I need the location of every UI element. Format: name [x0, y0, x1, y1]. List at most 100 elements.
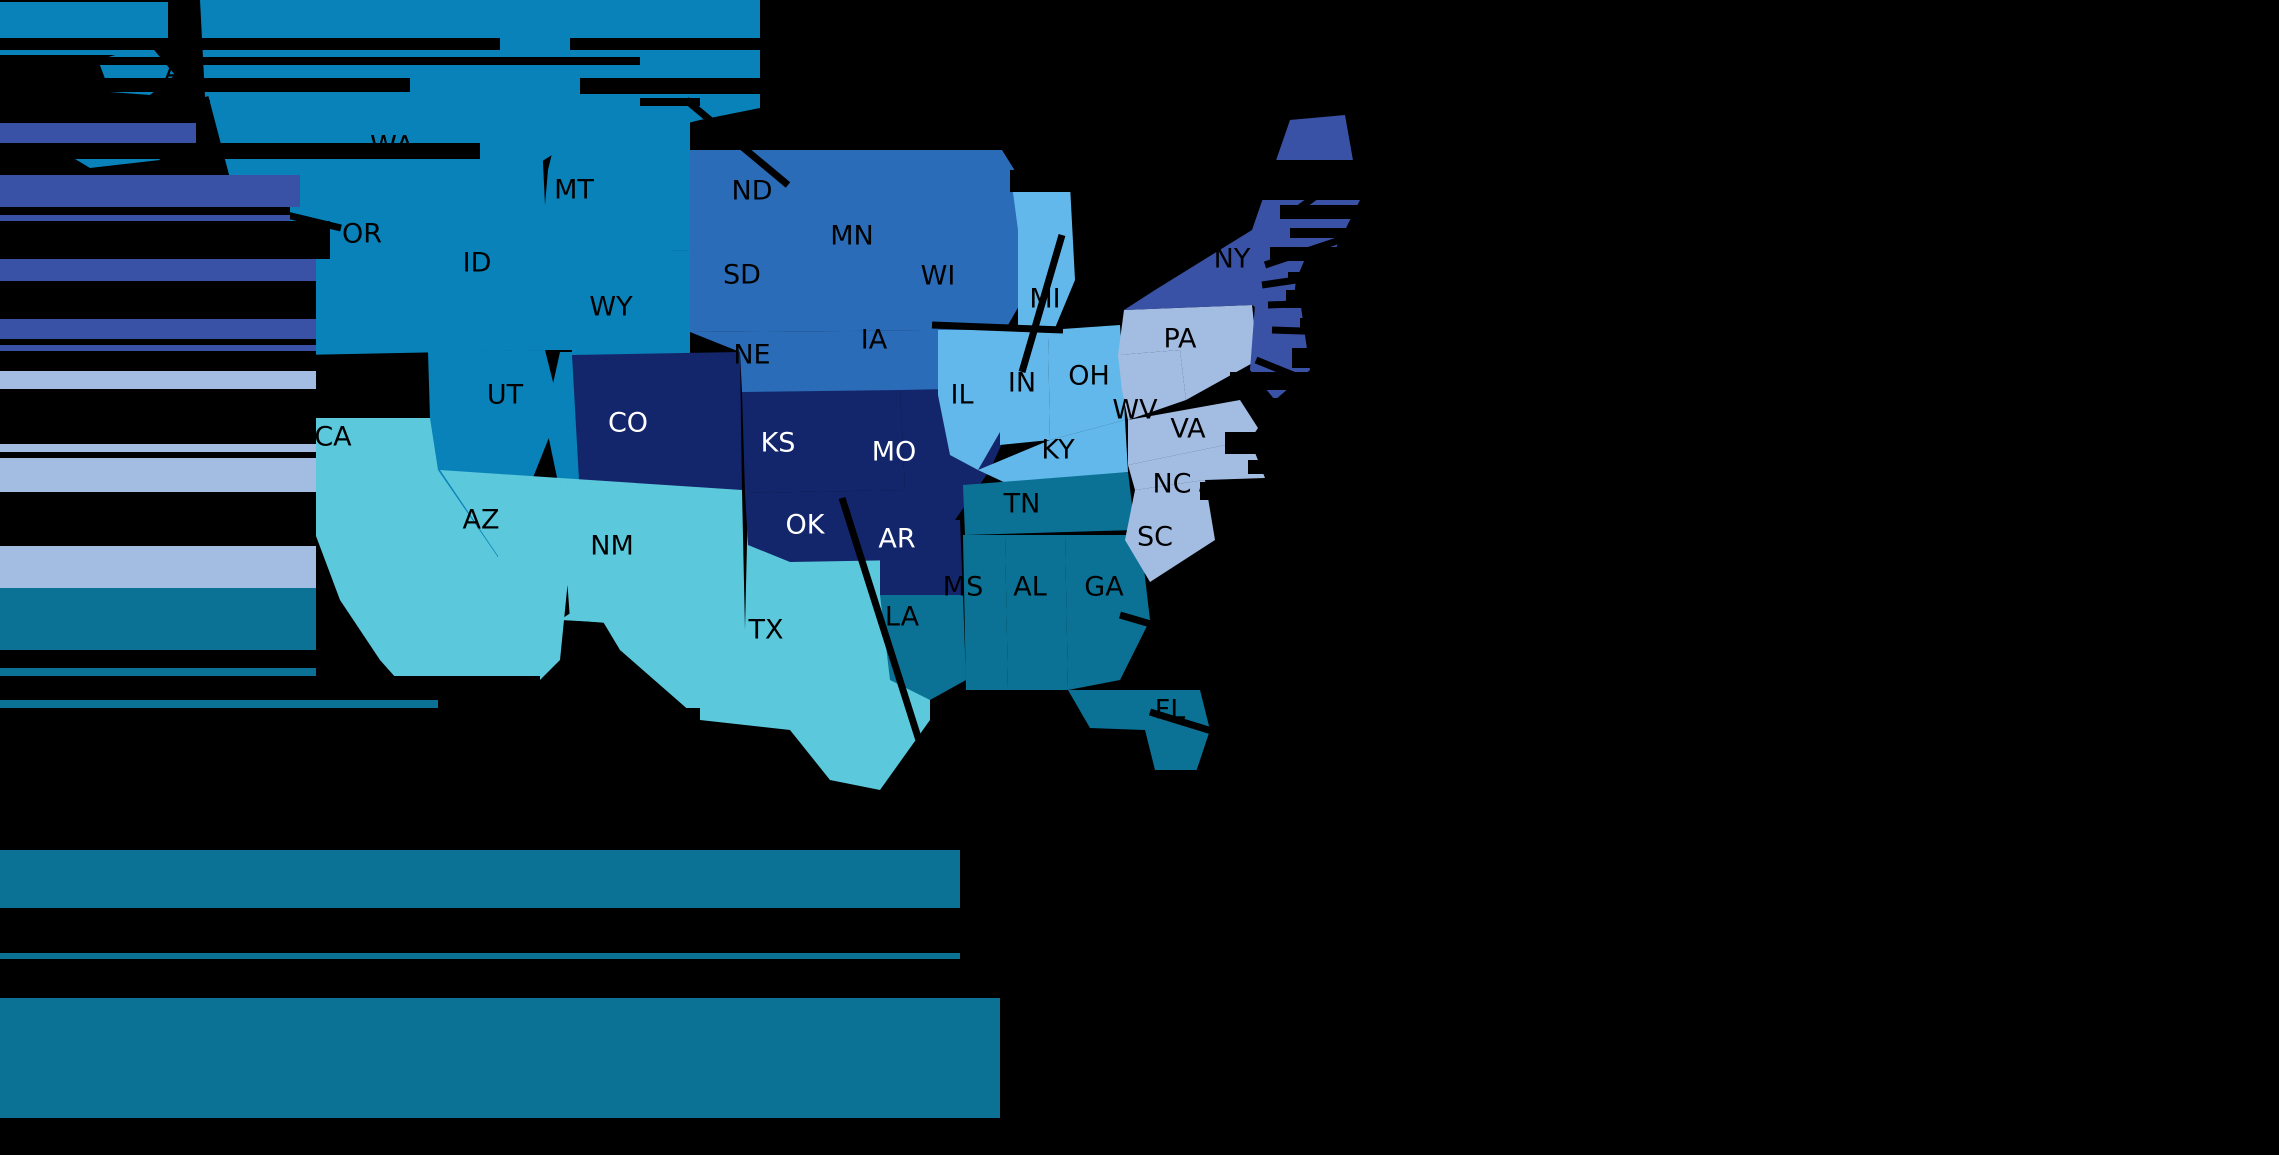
state-label-az: AZ	[463, 505, 500, 536]
redaction-bar	[0, 389, 316, 444]
state-shape-wi[interactable]	[938, 195, 1030, 330]
state-shape-co[interactable]	[572, 352, 742, 498]
redaction-bar	[1248, 460, 1548, 474]
state-shape-ms[interactable]	[963, 535, 1008, 690]
state-shape-az[interactable]	[440, 470, 570, 700]
redaction-bar	[0, 339, 316, 345]
state-shape-mi[interactable]	[1012, 185, 1075, 340]
mi-leader	[1018, 234, 1066, 373]
state-shape-ar[interactable]	[880, 520, 963, 595]
state-label-co: CO	[608, 408, 648, 439]
state-shape-sd[interactable]	[690, 248, 1002, 332]
redaction-bar	[0, 221, 330, 259]
state-label-nv: NV	[387, 356, 426, 387]
state-shape-al[interactable]	[1005, 535, 1068, 690]
state-label-mi: MI	[1029, 284, 1060, 315]
state-shape-ky[interactable]	[978, 420, 1128, 485]
legend-band-8	[0, 319, 316, 339]
redaction-bar	[0, 57, 640, 65]
legend-band-9	[0, 345, 316, 351]
redaction-bar	[0, 908, 960, 953]
state-shape-fl[interactable]	[1068, 690, 1210, 790]
state-shape-oh[interactable]	[1048, 325, 1125, 440]
legend-band-14	[0, 588, 316, 650]
redaction-bar	[0, 281, 316, 319]
state-shape-wv[interactable]	[1118, 350, 1186, 420]
state-shape-sc[interactable]	[1125, 480, 1215, 582]
legend-band-19	[0, 998, 1000, 1118]
redaction-bar	[0, 78, 410, 92]
state-shape-tn[interactable]	[963, 472, 1135, 535]
redaction-bar	[0, 0, 168, 2]
redaction-bar	[0, 452, 316, 458]
state-shape-nd[interactable]	[690, 150, 1002, 250]
state-shape-wy[interactable]	[570, 250, 690, 355]
legend-band-4	[0, 175, 300, 207]
state-shape-nv[interactable]	[428, 350, 560, 560]
state-shape-ok[interactable]	[745, 490, 905, 562]
redaction-bar	[1230, 372, 1610, 390]
state-label-mo: MO	[872, 437, 917, 468]
state-shape-tx[interactable]	[560, 500, 930, 790]
redaction-bar	[1286, 290, 1576, 308]
legend-band-2	[0, 47, 140, 55]
redaction-bar	[580, 78, 880, 94]
legend-band-16	[0, 700, 500, 708]
redaction-bar	[0, 492, 316, 546]
state-label-wi: WI	[921, 261, 956, 292]
state-label-va: VA	[1170, 414, 1206, 445]
legend-band-12	[0, 458, 316, 492]
redaction-bar	[1340, 528, 1520, 542]
redaction-bar	[1230, 655, 1360, 673]
state-label-wv: WV	[1112, 395, 1158, 426]
state-label-pa: PA	[1163, 324, 1197, 355]
state-label-al: AL	[1013, 572, 1047, 603]
state-label-la: LA	[885, 602, 920, 633]
redaction-bar	[1225, 432, 1635, 454]
legend-band-10	[0, 371, 316, 389]
mi-leader-2	[931, 321, 1064, 334]
state-shape-mt[interactable]	[560, 108, 690, 252]
state-label-id: ID	[463, 248, 492, 279]
legend-band-15	[0, 668, 316, 676]
state-shape-id[interactable]	[420, 118, 620, 352]
state-label-ca: CA	[314, 422, 352, 453]
redaction-bar	[0, 1118, 1200, 1155]
state-label-tx: TX	[748, 615, 784, 646]
state-shape-il[interactable]	[938, 330, 1000, 470]
state-label-ga: GA	[1084, 572, 1124, 603]
redaction-bar	[1270, 247, 1610, 261]
redaction-bar	[1240, 505, 1600, 517]
redaction-bar	[1246, 680, 1366, 694]
state-label-ok: OK	[786, 510, 826, 541]
ne-leader-4	[1271, 326, 1421, 339]
redaction-bar	[0, 100, 210, 118]
state-label-in: IN	[1008, 368, 1036, 399]
state-label-tn: TN	[1003, 489, 1041, 520]
legend-band-1	[0, 0, 168, 38]
state-label-ky: KY	[1041, 435, 1075, 466]
state-shape-nm[interactable]	[560, 478, 745, 632]
redaction-bar	[1280, 205, 1540, 219]
legend-band-6	[0, 259, 316, 281]
redaction-bar	[0, 708, 700, 850]
state-label-nm: NM	[590, 531, 634, 562]
redaction-bar	[0, 351, 316, 371]
redaction-bar	[1200, 482, 1620, 500]
redaction-bar	[0, 676, 540, 700]
state-shape-ks[interactable]	[742, 390, 905, 493]
state-label-nd: ND	[732, 176, 773, 207]
state-shape-va[interactable]	[1128, 400, 1258, 465]
state-shape-in[interactable]	[1000, 330, 1050, 445]
state-label-oh: OH	[1068, 361, 1110, 392]
legend-band-13	[0, 546, 316, 588]
state-shape-ga[interactable]	[1065, 535, 1150, 690]
state-label-wy: WY	[589, 292, 633, 323]
redaction-bar	[1292, 348, 1632, 368]
redaction-bar	[1288, 272, 1588, 282]
state-shape-ca[interactable]	[297, 418, 520, 705]
state-label-sd: SD	[723, 260, 761, 291]
state-shape-pa[interactable]	[1118, 305, 1258, 400]
state-label-ny: NY	[1214, 244, 1251, 275]
